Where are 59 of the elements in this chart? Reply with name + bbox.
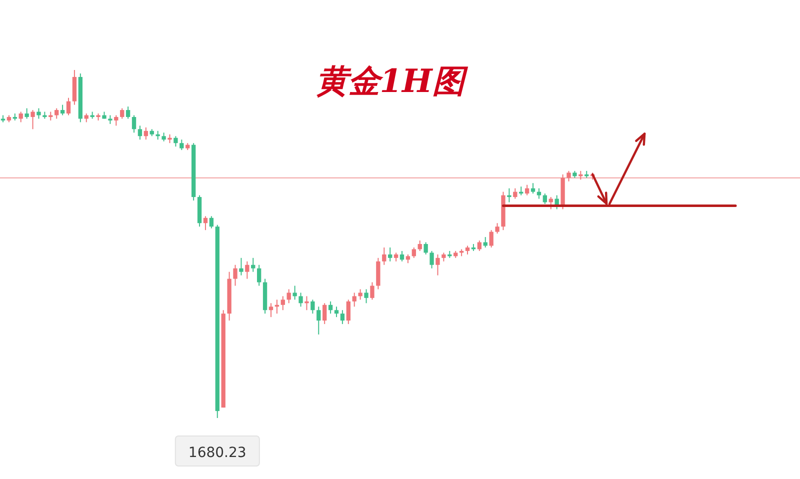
chart-title: 黄金1H图	[316, 62, 468, 100]
candlestick	[251, 257, 256, 272]
candlestick	[430, 250, 434, 269]
candlestick	[203, 216, 208, 231]
candlestick	[340, 310, 345, 325]
candlestick	[542, 193, 548, 204]
candlestick	[388, 246, 392, 262]
candlestick	[436, 254, 440, 276]
candlestick	[18, 111, 23, 123]
candlestick	[400, 250, 404, 262]
candlestick	[239, 257, 244, 276]
candlestick	[209, 216, 214, 229]
candlestick	[292, 285, 297, 300]
candlestick	[536, 188, 542, 200]
candlestick	[507, 188, 512, 203]
candlestick	[60, 104, 65, 116]
candlestick	[352, 292, 356, 308]
candlestick	[424, 242, 428, 255]
candlestick	[364, 288, 368, 304]
candlestick	[286, 288, 291, 304]
candlestick	[513, 188, 518, 200]
candlestick	[114, 114, 118, 126]
candlestick	[144, 126, 148, 140]
candlestick	[66, 97, 71, 116]
candlestick	[174, 136, 178, 148]
candlestick	[370, 282, 374, 300]
candlestick	[30, 110, 35, 130]
candlestick	[346, 299, 350, 325]
candlestick	[280, 296, 285, 311]
candlestick	[418, 240, 422, 252]
candlestick	[138, 125, 142, 140]
candlestick	[489, 230, 494, 248]
candlestick	[566, 170, 571, 182]
candlestick	[316, 306, 321, 335]
candlestick	[322, 302, 327, 325]
candlestick	[328, 300, 333, 314]
candlestick	[268, 302, 274, 318]
candlestick	[132, 114, 136, 134]
candlestick	[382, 246, 386, 266]
candlestick	[180, 139, 184, 151]
candlestick	[412, 246, 416, 258]
candlestick	[334, 306, 339, 318]
candlestick	[120, 108, 124, 120]
candlestick	[495, 222, 500, 234]
candlestick	[36, 108, 41, 120]
annotation: 1680.23	[188, 445, 246, 461]
candlestick	[310, 299, 315, 314]
candlestick	[233, 264, 238, 286]
candlestick	[126, 106, 130, 120]
candlestick	[524, 184, 530, 196]
candlestick	[24, 108, 29, 120]
candlestick	[304, 296, 309, 311]
candlestick	[298, 292, 303, 308]
candlestick	[358, 288, 362, 300]
candlestick	[54, 108, 59, 120]
candlestick	[477, 240, 482, 252]
candlestick	[530, 182, 536, 194]
candlestick	[245, 260, 250, 280]
candlestick	[256, 264, 262, 286]
